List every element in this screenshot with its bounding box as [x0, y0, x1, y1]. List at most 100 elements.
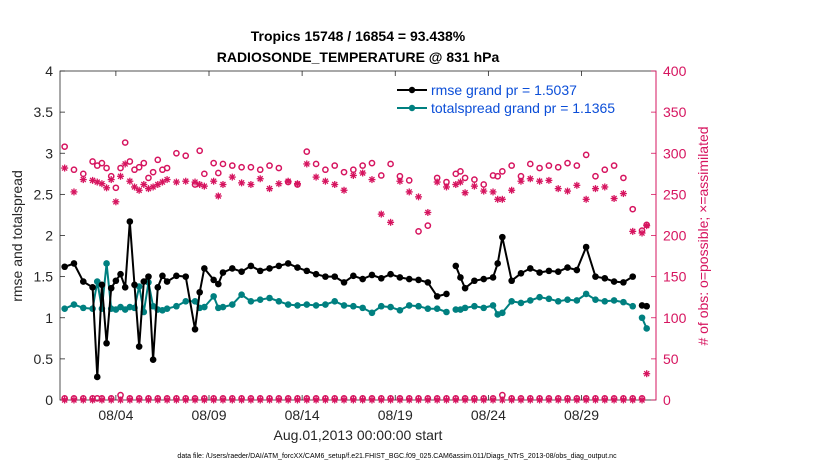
axes-box — [59, 70, 657, 401]
obs-possible-point — [508, 162, 516, 169]
rmse-point — [126, 218, 134, 225]
y-left-tick-label: 3.5 — [34, 104, 54, 120]
totalspread-point — [620, 298, 627, 306]
totalspread-point — [638, 314, 646, 322]
rmse-point — [322, 273, 329, 280]
obs-assimilated-point — [498, 195, 506, 203]
obs-assimilated-zero-point — [545, 396, 553, 404]
obs-assimilated-point — [200, 182, 208, 190]
rmse-point — [396, 274, 404, 281]
obs-assimilated-zero-point — [387, 396, 395, 404]
rmse-series — [61, 218, 650, 381]
totalspread-point — [322, 301, 329, 308]
rmse-point — [210, 276, 217, 284]
totalspread-point — [643, 325, 650, 332]
rmse-point — [554, 268, 562, 275]
obs-possible-point — [238, 163, 245, 171]
chart-title-line1: Tropics 15748 / 16854 = 93.438% — [251, 28, 466, 44]
obs-assimilated-point — [359, 169, 367, 177]
obs-assimilated-point — [349, 171, 357, 179]
rmse-point — [629, 273, 637, 280]
totalspread-point — [149, 302, 157, 310]
obs-possible-point — [322, 166, 329, 174]
rmse-point — [107, 284, 115, 292]
obs-possible-point — [70, 166, 78, 174]
y-left-tick-label: 1 — [45, 310, 53, 326]
obs-assimilated-point — [396, 177, 404, 185]
y-right-tick-label: 50 — [663, 351, 679, 367]
rmse-point — [61, 263, 68, 271]
obs-possible-point — [629, 205, 637, 213]
obs-assimilated-zero-point — [526, 396, 534, 404]
obs-assimilated-zero-point — [79, 396, 87, 404]
obs-possible-point — [275, 164, 283, 172]
obs-assimilated-zero-point — [424, 396, 432, 404]
y-left-tick-label: 0.5 — [34, 351, 54, 367]
rmse-point — [526, 265, 534, 272]
rmse-point — [610, 278, 618, 285]
obs-possible-point — [117, 164, 124, 172]
obs-possible-point — [135, 163, 143, 171]
obs-assimilated-point — [442, 183, 450, 191]
totalspread-point — [573, 297, 581, 304]
rmse-point — [480, 275, 488, 283]
obs-assimilated-zero-point — [107, 396, 115, 404]
obs-assimilated-zero-point — [191, 396, 199, 404]
totalspread-point — [443, 308, 450, 316]
obs-possible-point — [182, 152, 190, 160]
obs-assimilated-point — [98, 180, 106, 188]
obs-assimilated-zero-point — [228, 396, 236, 404]
obs-possible-point — [405, 177, 413, 184]
totalspread-point — [359, 304, 366, 312]
obs-assimilated-zero-point — [442, 396, 450, 404]
totalspread-point — [480, 304, 488, 312]
obs-possible-point — [415, 228, 422, 235]
x-tick-label: 08/09 — [191, 407, 226, 423]
obs-assimilated-point — [61, 164, 69, 172]
obs-assimilated-point — [126, 177, 134, 185]
obs-possible-point — [312, 160, 320, 168]
y-right-tick-label: 200 — [663, 228, 687, 244]
obs-possible-point — [601, 166, 609, 174]
rmse-point — [196, 288, 203, 296]
obs-assimilated-zero-point — [126, 396, 134, 404]
obs-assimilated-zero-point — [275, 396, 283, 404]
obs-possible-point — [145, 174, 152, 182]
obs-possible-point — [247, 163, 255, 171]
obs-assimilated-point — [508, 186, 516, 194]
obs-possible-point — [359, 162, 367, 169]
rmse-point — [405, 275, 413, 283]
legend-spread-label: totalspread grand pr = 1.1365 — [431, 100, 615, 116]
obs-assimilated-point — [377, 210, 385, 218]
obs-assimilated-point — [219, 181, 227, 189]
rmse-point — [228, 265, 236, 272]
obs-assimilated-point — [545, 176, 553, 184]
obs-possible-point — [173, 149, 180, 157]
obs-possible-point — [582, 151, 590, 159]
obs-assimilated-zero-point — [359, 396, 367, 404]
rmse-point — [238, 268, 245, 275]
obs-assimilated-zero-point — [312, 396, 320, 404]
rmse-point — [415, 276, 422, 284]
obs-possible-point — [149, 168, 157, 176]
rmse-point — [79, 278, 87, 285]
obs-assimilated-zero-point — [480, 396, 488, 404]
obs-assimilated-zero-point — [554, 396, 562, 404]
obs-possible-point — [471, 176, 478, 183]
obs-assimilated-point — [284, 177, 292, 185]
rmse-point — [163, 278, 171, 285]
rmse-point — [424, 279, 432, 286]
obs-assimilated-zero-point — [303, 396, 311, 404]
obs-assimilated-zero-point — [377, 396, 385, 404]
totalspread-point — [201, 303, 208, 311]
rmse-point — [93, 373, 101, 381]
rmse-point — [471, 277, 478, 285]
obs-assimilated-zero-point — [489, 396, 497, 404]
obs-assimilated-zero-point — [98, 396, 106, 404]
rmse-point — [191, 325, 199, 333]
totalspread-point — [340, 302, 348, 309]
totalspread-point — [210, 293, 217, 300]
obs-possible-point — [163, 164, 171, 172]
rmse-point — [368, 271, 376, 279]
